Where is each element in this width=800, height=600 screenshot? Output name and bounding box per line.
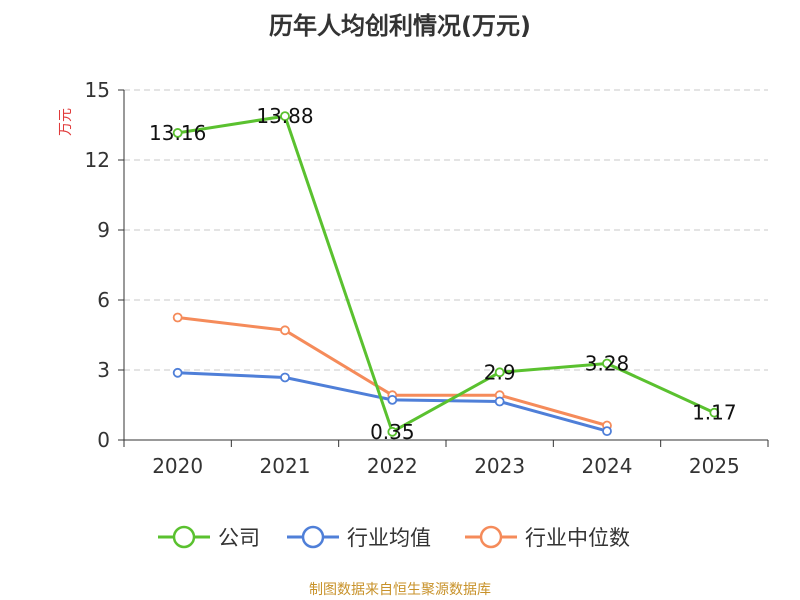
data-point[interactable] <box>280 372 290 383</box>
data-point[interactable] <box>387 394 398 405</box>
legend[interactable]: 公司 行业均值 行业中位数 <box>158 525 630 550</box>
chart-title: 历年人均创利情况(万元) <box>269 12 531 40</box>
series-line <box>176 114 716 434</box>
x-tick-label: 2024 <box>582 454 633 478</box>
x-tick-label: 2021 <box>260 454 311 478</box>
x-tick-label: 2020 <box>152 454 203 478</box>
data-label: 3.28 <box>585 351 630 375</box>
y-tick-label: 0 <box>97 428 110 452</box>
grid <box>124 89 768 371</box>
x-tick-label: 2022 <box>367 454 418 478</box>
data-point[interactable] <box>172 367 183 378</box>
y-axis-unit: 万元 <box>58 108 74 136</box>
y-tick-label: 3 <box>97 358 110 382</box>
data-point[interactable] <box>172 128 183 138</box>
legend-item-label[interactable]: 行业中位数 <box>525 526 630 550</box>
data-point[interactable] <box>280 325 290 336</box>
data-point[interactable] <box>280 111 290 122</box>
data-point[interactable] <box>494 396 505 407</box>
source-note: 制图数据来自恒生聚源数据库 <box>309 582 491 598</box>
series-layer <box>172 111 720 437</box>
data-point[interactable] <box>387 426 398 437</box>
data-label: 13.16 <box>149 121 206 145</box>
y-tick-label: 9 <box>97 218 110 242</box>
data-point[interactable] <box>709 407 720 418</box>
data-labels: 13.16 13.88 0.35 2.9 3.28 1.17 <box>149 104 737 444</box>
axes: 0 3 6 9 12 15 2020 2021 2022 2023 2024 2025 <box>85 78 769 478</box>
legend-swatch-marker <box>479 525 503 549</box>
series-line <box>176 316 609 427</box>
legend-swatch-marker <box>301 525 325 549</box>
legend-item-label[interactable]: 行业均值 <box>347 526 431 550</box>
data-label: 2.9 <box>484 360 516 384</box>
y-tick-label: 15 <box>85 78 110 102</box>
data-point[interactable] <box>494 367 505 378</box>
data-point[interactable] <box>602 358 612 369</box>
data-point[interactable] <box>172 312 183 323</box>
data-label: 13.88 <box>256 104 313 128</box>
y-tick-label: 6 <box>97 288 110 312</box>
x-tick-label: 2025 <box>689 454 740 478</box>
y-tick-label: 12 <box>85 148 110 172</box>
x-tick-label: 2023 <box>474 454 525 478</box>
legend-swatch-marker <box>172 525 196 549</box>
data-label: 1.17 <box>692 401 737 425</box>
data-point[interactable] <box>602 426 612 437</box>
data-label: 0.35 <box>370 420 415 444</box>
legend-item-label[interactable]: 公司 <box>218 526 260 550</box>
